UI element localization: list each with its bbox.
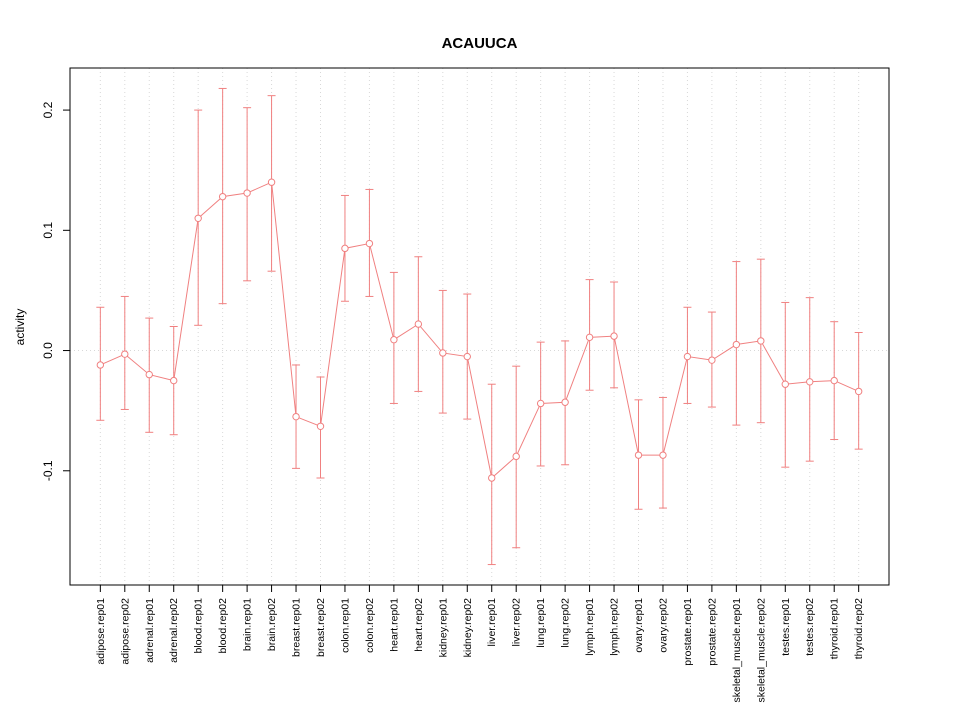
x-tick-label: adrenal.rep02 — [168, 598, 180, 663]
data-point — [341, 244, 349, 253]
data-point — [683, 352, 692, 361]
data-point — [488, 474, 496, 482]
x-tick-label: lymph.rep02 — [609, 598, 621, 656]
data-point — [634, 451, 643, 459]
data-points — [96, 178, 863, 482]
grid — [70, 68, 889, 585]
x-tick-label: colon.rep02 — [364, 598, 376, 653]
data-point — [732, 340, 741, 349]
x-tick-label: breast.rep01 — [291, 598, 303, 657]
chart-content: -0.1 0.0 0.1 0.2 adipose.rep01 adipose.rep02 a… — [41, 67, 890, 702]
x-tick-label: blood.rep01 — [193, 598, 205, 654]
y-axis-label: activity — [13, 309, 27, 346]
data-point — [414, 320, 423, 328]
data-point — [96, 361, 105, 369]
x-tick-label: heart.rep01 — [388, 598, 400, 652]
x-tick-label: lymph.rep01 — [584, 598, 596, 656]
x-tick-label: liver.rep01 — [486, 598, 498, 647]
x-tick-label: prostate.rep02 — [706, 598, 718, 666]
x-tick-label: heart.rep02 — [413, 598, 425, 652]
data-point — [390, 336, 398, 344]
data-point — [757, 337, 765, 345]
data-point — [561, 398, 569, 406]
x-tick-label: ovary.rep02 — [657, 598, 669, 653]
data-point — [316, 422, 325, 430]
x-tick-label: lung.rep02 — [560, 598, 572, 648]
data-point — [365, 239, 374, 248]
data-point — [439, 349, 447, 357]
x-tick-label: lung.rep01 — [535, 598, 547, 648]
data-point — [512, 452, 520, 461]
data-point — [610, 332, 618, 340]
x-tick-label: liver.rep02 — [511, 598, 523, 647]
x-tick-label: skeletal_muscle.rep02 — [755, 598, 767, 703]
data-point — [292, 412, 300, 421]
x-tick-label: adrenal.rep01 — [144, 598, 156, 663]
data-point — [267, 178, 276, 186]
data-point — [243, 189, 251, 197]
chart-title: ACAUUCA — [442, 35, 518, 52]
data-point — [194, 214, 202, 222]
x-tick-label: kidney.rep02 — [462, 598, 474, 658]
x-tick-label: colon.rep01 — [339, 598, 351, 653]
x-tick-label: thyroid.rep01 — [829, 598, 841, 659]
data-point — [659, 451, 667, 459]
y-tick-label: 0.1 — [41, 222, 55, 239]
x-tick-label: adipose.rep02 — [119, 598, 131, 665]
x-tick-label: prostate.rep01 — [682, 598, 694, 666]
data-point — [830, 376, 838, 385]
data-point — [170, 376, 178, 385]
x-tick-label: kidney.rep01 — [437, 598, 449, 658]
x-tick-label: skeletal_muscle.rep01 — [731, 598, 743, 703]
x-tick-label: thyroid.rep02 — [853, 598, 865, 659]
data-point — [585, 333, 594, 342]
x-tick-label: adipose.rep01 — [95, 598, 107, 665]
axes: -0.1 0.0 0.1 0.2 adipose.rep01 adipose.rep02 a… — [41, 101, 865, 702]
x-tick-label: breast.rep02 — [315, 598, 327, 657]
y-tick-label: -0.1 — [41, 460, 55, 481]
data-point — [806, 378, 814, 386]
data-point — [463, 352, 471, 361]
plot-border — [69, 67, 890, 586]
data-point — [536, 399, 545, 408]
y-tick-label: 0.0 — [41, 342, 55, 359]
data-point — [121, 350, 129, 358]
x-tick-label: brain.rep02 — [266, 598, 278, 651]
data-point — [145, 370, 153, 379]
error-bars — [96, 87, 863, 566]
x-tick-label: testes.rep02 — [804, 598, 816, 656]
y-tick-label: 0.2 — [41, 101, 55, 118]
data-line — [100, 181, 859, 479]
data-point — [708, 356, 716, 364]
x-tick-label: testes.rep01 — [780, 598, 792, 656]
x-tick-label: ovary.rep01 — [633, 598, 645, 653]
data-point — [781, 380, 789, 388]
x-tick-label: brain.rep01 — [242, 598, 254, 651]
x-tick-label: blood.rep02 — [217, 598, 229, 654]
data-point — [218, 192, 227, 201]
data-point — [854, 387, 863, 396]
